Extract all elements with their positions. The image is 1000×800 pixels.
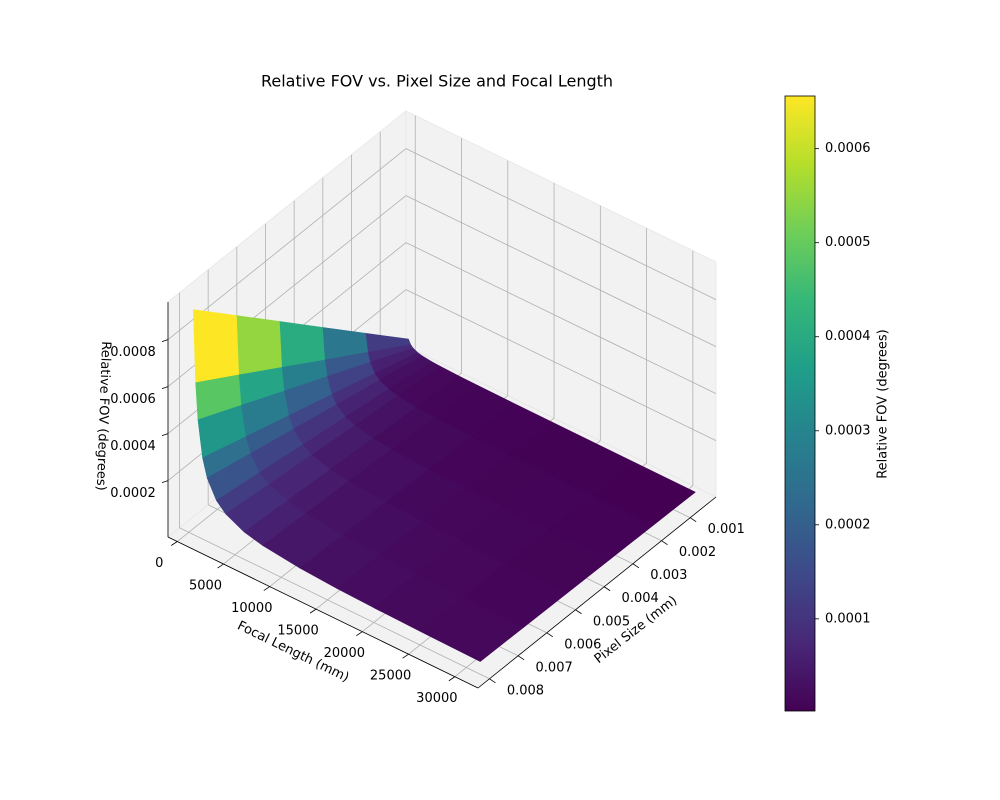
colorbar-tick-label: 0.0002 — [825, 517, 871, 532]
surface-face — [279, 321, 326, 368]
x-tick — [171, 541, 178, 546]
y-tick-label: 0.008 — [507, 683, 544, 698]
grid-line — [179, 527, 490, 680]
y-tick-label: 0.002 — [679, 545, 716, 560]
x-tick-label: 5000 — [189, 579, 222, 594]
x-tick-label: 0 — [155, 556, 163, 571]
axis-labels: 0 5000 10000 15000 20000 25000 30000 0.001 0.002… — [110, 339, 745, 706]
y-tick — [517, 655, 525, 661]
colorbar-label: Relative FOV (degrees) — [876, 329, 891, 479]
x-tick — [217, 563, 224, 569]
y-tick — [689, 517, 697, 523]
colorbar-tick-label: 0.0005 — [825, 235, 871, 250]
z-tick — [161, 433, 169, 436]
colorbar-tick-label: 0.0003 — [825, 423, 871, 438]
z-tick — [161, 386, 169, 389]
pane-back — [405, 110, 717, 498]
y-tick — [632, 563, 640, 569]
colorbar-tick-label: 0.0001 — [825, 611, 871, 626]
x-tick-label: 15000 — [277, 624, 318, 639]
grid-line — [405, 195, 717, 347]
y-tick — [546, 632, 554, 638]
x-tick-label: 25000 — [370, 669, 411, 684]
x-tick-label: 20000 — [324, 646, 365, 661]
x-tick — [356, 631, 363, 636]
grid-line — [405, 289, 717, 441]
x-tick — [309, 608, 317, 614]
grid-line — [405, 148, 717, 300]
grid-line — [405, 242, 717, 394]
x-tick — [448, 676, 456, 682]
y-tick — [489, 678, 496, 684]
colorbar — [784, 95, 816, 712]
z-tick-label: 0.0002 — [110, 486, 156, 501]
y-tick-label: 0.005 — [593, 614, 630, 629]
y-tick — [575, 609, 582, 615]
axis-line — [167, 536, 479, 689]
y-tick-label: 0.007 — [536, 660, 573, 675]
x-tick — [402, 653, 409, 659]
z-tick — [161, 480, 169, 483]
y-tick — [603, 586, 611, 592]
colorbar-tick-label: 0.0004 — [825, 329, 871, 344]
x-tick-label: 10000 — [231, 601, 272, 616]
y-tick-label: 0.006 — [564, 637, 601, 652]
surface-face — [193, 309, 239, 383]
z-tick-label: 0.0006 — [110, 392, 156, 407]
x-tick-label: 30000 — [416, 691, 457, 706]
z-tick-label: 0.0004 — [110, 439, 156, 454]
y-tick — [661, 540, 668, 546]
y-tick-label: 0.001 — [708, 522, 745, 537]
y-tick-label: 0.003 — [650, 568, 687, 583]
surface — [193, 309, 696, 662]
surface-face — [419, 597, 524, 662]
y-tick-label: 0.004 — [622, 591, 659, 606]
x-tick — [263, 586, 271, 591]
surface-face — [236, 315, 282, 376]
z-tick — [161, 339, 169, 342]
axis-line — [477, 496, 717, 689]
colorbar-tick-label: 0.0006 — [825, 141, 871, 156]
grid-line — [167, 148, 407, 340]
z-axis-label: Relative FOV (degrees) — [93, 341, 113, 491]
chart-title: Relative FOV vs. Pixel Size and Focal Le… — [261, 72, 613, 91]
z-tick-label: 0.0008 — [110, 345, 156, 360]
